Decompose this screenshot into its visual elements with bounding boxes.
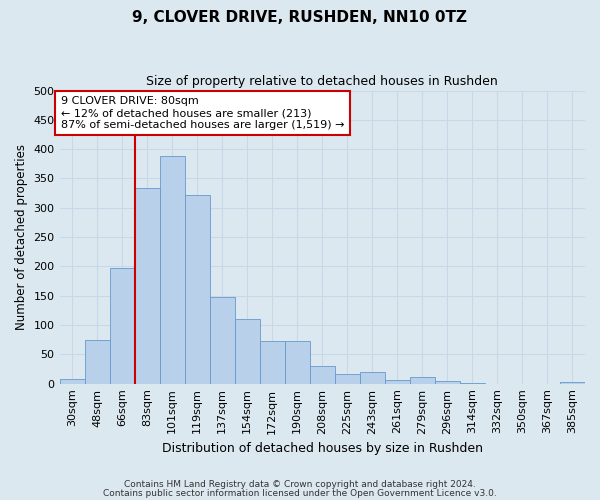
Bar bbox=[134, 188, 160, 384]
Text: 9, CLOVER DRIVE, RUSHDEN, NN10 0TZ: 9, CLOVER DRIVE, RUSHDEN, NN10 0TZ bbox=[133, 10, 467, 25]
Text: Contains HM Land Registry data © Crown copyright and database right 2024.: Contains HM Land Registry data © Crown c… bbox=[124, 480, 476, 489]
Bar bbox=[185, 195, 209, 384]
Bar bbox=[410, 376, 435, 384]
Bar bbox=[285, 342, 310, 384]
Bar bbox=[435, 380, 460, 384]
X-axis label: Distribution of detached houses by size in Rushden: Distribution of detached houses by size … bbox=[162, 442, 483, 455]
Bar bbox=[560, 382, 585, 384]
Y-axis label: Number of detached properties: Number of detached properties bbox=[15, 144, 28, 330]
Bar bbox=[235, 319, 260, 384]
Text: 9 CLOVER DRIVE: 80sqm
← 12% of detached houses are smaller (213)
87% of semi-det: 9 CLOVER DRIVE: 80sqm ← 12% of detached … bbox=[61, 96, 344, 130]
Bar bbox=[260, 342, 285, 384]
Bar bbox=[160, 156, 185, 384]
Bar bbox=[360, 372, 385, 384]
Bar bbox=[385, 380, 410, 384]
Text: Contains public sector information licensed under the Open Government Licence v3: Contains public sector information licen… bbox=[103, 489, 497, 498]
Title: Size of property relative to detached houses in Rushden: Size of property relative to detached ho… bbox=[146, 75, 498, 88]
Bar bbox=[335, 374, 360, 384]
Bar bbox=[460, 382, 485, 384]
Bar bbox=[59, 379, 85, 384]
Bar bbox=[209, 297, 235, 384]
Bar bbox=[110, 268, 134, 384]
Bar bbox=[310, 366, 335, 384]
Bar bbox=[85, 340, 110, 384]
